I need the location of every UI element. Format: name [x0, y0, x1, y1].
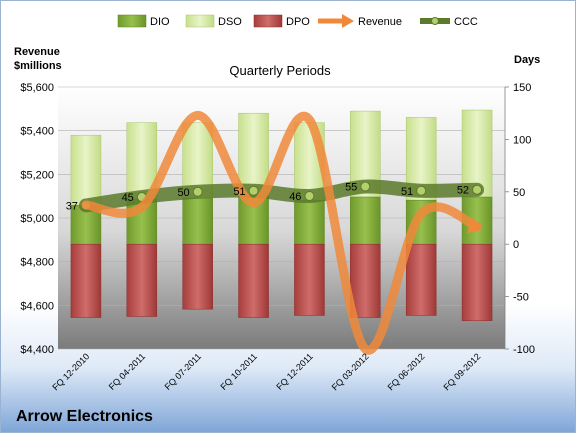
ccc-data-label: 45 — [122, 192, 134, 204]
left-axis-title-line1: Revenue — [14, 46, 60, 58]
legend-label: Revenue — [358, 16, 402, 28]
legend-label: CCC — [454, 16, 478, 28]
right-tick-label: 50 — [513, 187, 525, 199]
legend-label: DSO — [218, 16, 242, 28]
left-axis-title-line2: $millions — [14, 60, 62, 72]
legend-item-dpo: DPO — [253, 14, 310, 28]
legend-item-dio: DIO — [117, 14, 170, 28]
ccc-data-label: 37 — [66, 200, 78, 212]
legend-label: DIO — [150, 16, 170, 28]
right-tick-label: -50 — [513, 292, 529, 304]
ccc-data-label: 55 — [345, 182, 357, 194]
left-tick-label: $5,400 — [20, 126, 54, 138]
dpo-bar — [70, 243, 102, 318]
dio-bar — [350, 196, 381, 245]
x-tick-label: FQ 12-2011 — [274, 351, 315, 392]
ccc-data-label: 51 — [401, 186, 413, 198]
legend-swatch — [117, 14, 147, 28]
ccc-data-label: 50 — [177, 187, 189, 199]
ccc-data-label: 52 — [457, 185, 469, 197]
data-labels: 37 45 50 51 46 55 51 52 — [66, 182, 469, 213]
x-tick-label: FQ 09-2012 — [441, 351, 482, 392]
dpo-bar — [238, 243, 269, 318]
ccc-marker — [416, 185, 427, 196]
ccc-marker — [192, 186, 203, 197]
left-tick-label: $5,600 — [20, 82, 54, 94]
dpo-bar — [182, 243, 213, 310]
legend-swatch-marker — [431, 17, 439, 25]
dpo-bar — [126, 243, 158, 317]
revenue-arrowhead — [467, 216, 483, 234]
x-tick-label: FQ 07-2011 — [163, 351, 204, 392]
dpo-bar — [350, 243, 381, 318]
legend-item-dso: DSO — [185, 14, 242, 28]
dpo-bar — [294, 243, 325, 316]
dso-bar — [70, 134, 102, 206]
legend-item-revenue: Revenue — [318, 14, 402, 28]
left-tick-label: $4,400 — [20, 344, 54, 356]
right-axis-title: Days — [514, 54, 540, 66]
ccc-marker — [360, 181, 371, 192]
revenue-line — [81, 110, 482, 355]
dio-bar — [294, 199, 325, 245]
left-tick-label: $4,800 — [20, 257, 54, 269]
ccc-data-label: 46 — [289, 191, 301, 203]
dso-bar — [238, 112, 269, 197]
chart-title: Quarterly Periods — [229, 63, 331, 78]
x-tick-label: FQ 06-2012 — [386, 351, 427, 392]
right-tick-label: 0 — [513, 239, 519, 251]
dio-bar — [182, 197, 213, 245]
dpo-bar — [405, 243, 437, 316]
x-tick-label: FQ 12-2010 — [50, 351, 91, 392]
x-tick-label: FQ 03-2012 — [330, 351, 371, 392]
left-tick-label: $4,600 — [20, 300, 54, 312]
legend: DIO DSO DPO Revenue CCC — [117, 14, 478, 28]
left-tick-label: $5,200 — [20, 169, 54, 181]
right-tick-label: 100 — [513, 134, 531, 146]
revenue-series — [81, 110, 483, 355]
company-name: Arrow Electronics — [16, 408, 153, 425]
legend-item-ccc: CCC — [420, 16, 478, 28]
x-tick-label: FQ 04-2011 — [107, 351, 148, 392]
legend-swatch — [185, 14, 215, 28]
right-tick-label: -100 — [513, 344, 535, 356]
ccc-marker — [472, 184, 483, 195]
legend-swatch — [253, 14, 283, 28]
dpo-bar — [461, 243, 493, 321]
legend-label: DPO — [286, 16, 310, 28]
x-tick-label: FQ 10-2011 — [218, 351, 259, 392]
left-tick-label: $5,000 — [20, 213, 54, 225]
right-tick-label: 150 — [513, 82, 531, 94]
ccc-marker — [304, 190, 315, 201]
bars — [70, 109, 493, 321]
legend-swatch-arrowhead — [342, 14, 354, 28]
ccc-data-label: 51 — [233, 186, 245, 198]
ccc-marker — [248, 185, 259, 196]
